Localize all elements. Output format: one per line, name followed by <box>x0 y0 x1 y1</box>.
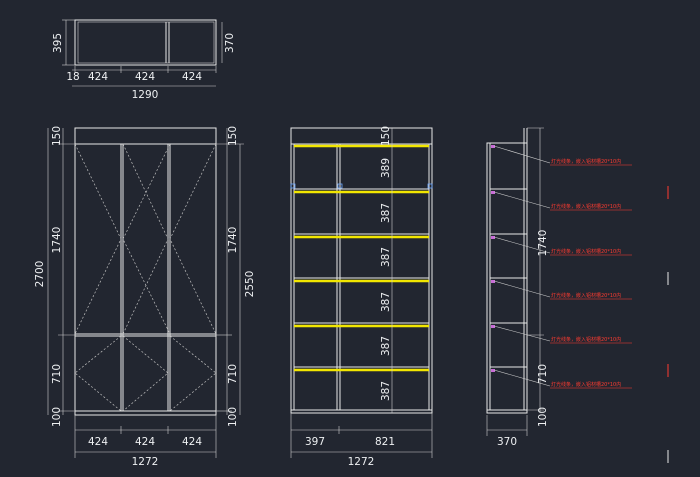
interior-shelf-dim: 387 <box>380 247 392 267</box>
light-annotation: 灯光线条，嵌入铝材槽20*10内 <box>551 292 621 299</box>
front-outline <box>74 127 217 416</box>
leader-line <box>493 191 551 209</box>
plan-panel-dim: 18 <box>66 71 79 83</box>
interior-total-dim: 1272 <box>348 456 375 468</box>
plan-bay-dim: 424 <box>88 71 108 83</box>
interior-width-dim: 397 <box>305 436 325 448</box>
front-right-dim: 710 <box>227 364 239 384</box>
door-swing-line <box>122 143 171 335</box>
front-bay-dim: 424 <box>182 436 202 448</box>
front-right-dim: 100 <box>227 407 239 427</box>
plan-bay-dim: 424 <box>135 71 155 83</box>
light-marker <box>491 280 495 283</box>
side-dim: 100 <box>537 407 549 427</box>
door-swing-line <box>169 335 217 412</box>
side-view: 灯光线条，嵌入铝材槽20*10内 灯光线条，嵌入铝材槽20*10内 灯光线条，嵌… <box>486 127 632 448</box>
door-swing-line <box>74 143 122 335</box>
side-dim: 710 <box>537 364 549 384</box>
plan-depth-outer: 395 <box>52 33 64 53</box>
interior-shelf-dim: 150 <box>380 126 392 146</box>
plan-depth-inner: 370 <box>224 33 236 53</box>
plan-inner-outline <box>77 21 215 64</box>
light-marker <box>491 369 495 372</box>
front-bay-dim: 424 <box>88 436 108 448</box>
grip-marker <box>427 183 433 189</box>
plan-bay-dim: 424 <box>182 71 202 83</box>
leader-line <box>493 325 551 342</box>
front-right-dim: 1740 <box>227 227 239 254</box>
interior-shelf-dim: 389 <box>380 158 392 178</box>
leader-line <box>493 369 551 387</box>
interior-view: 150 389 387 387 387 387 387 397 821 1272 <box>290 126 433 468</box>
door-swing-line <box>122 335 169 412</box>
light-marker <box>491 191 495 194</box>
light-marker <box>491 325 495 328</box>
side-dim: 1740 <box>537 230 549 257</box>
shelves <box>294 144 429 372</box>
leader-line <box>493 280 551 298</box>
leader-line <box>493 145 551 164</box>
light-marker <box>491 236 495 239</box>
grip-marker <box>337 183 343 189</box>
front-total-dim: 1272 <box>132 456 159 468</box>
front-inner-height: 2550 <box>244 271 256 298</box>
door-swing-line <box>74 335 122 412</box>
front-overall-height: 2700 <box>34 261 46 288</box>
door-swing-line <box>169 143 217 335</box>
light-marker <box>491 145 495 148</box>
interior-outline <box>290 127 433 414</box>
grip-marker <box>290 183 296 189</box>
front-right-dim: 150 <box>227 126 239 146</box>
light-annotation: 灯光线条，嵌入铝材槽20*10内 <box>551 381 621 388</box>
side-depth-dim: 370 <box>497 436 517 448</box>
front-left-dim: 1740 <box>51 227 63 254</box>
front-bay-dim: 424 <box>135 436 155 448</box>
front-left-dim: 150 <box>51 126 63 146</box>
light-annotation: 灯光线条，嵌入铝材槽20*10内 <box>551 158 621 165</box>
light-annotation: 灯光线条，嵌入铝材槽20*10内 <box>551 248 621 255</box>
interior-shelf-dim: 387 <box>380 336 392 356</box>
interior-shelf-dim: 387 <box>380 203 392 223</box>
front-left-dim: 710 <box>51 364 63 384</box>
front-view: 150 1740 710 100 2700 150 1740 710 100 2… <box>34 126 256 468</box>
interior-shelf-dim: 387 <box>380 381 392 401</box>
leader-line <box>493 236 551 254</box>
door-swing-line <box>122 143 169 335</box>
interior-shelf-dim: 387 <box>380 292 392 312</box>
light-annotation: 灯光线条，嵌入铝材槽20*10内 <box>551 336 621 343</box>
front-left-dim: 100 <box>51 407 63 427</box>
plan-total-dim: 1290 <box>132 89 159 101</box>
plan-view: 395 370 18 424 424 424 1290 <box>52 19 236 101</box>
plan-outline <box>74 19 217 66</box>
interior-width-dim: 821 <box>375 436 395 448</box>
light-annotation: 灯光线条，嵌入铝材槽20*10内 <box>551 203 621 210</box>
